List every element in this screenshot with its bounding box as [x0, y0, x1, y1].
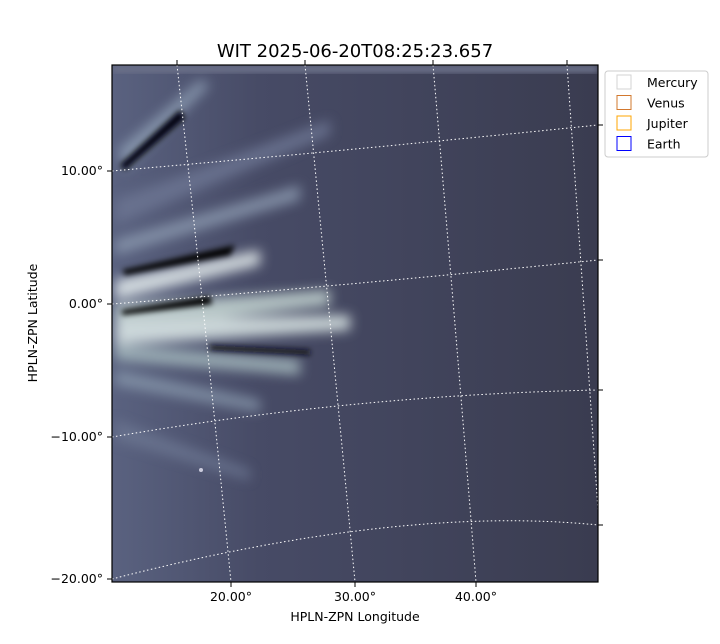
- coordinate-grid: [112, 65, 598, 582]
- tick-marks: [107, 60, 603, 587]
- legend-label: Venus: [647, 96, 685, 111]
- legend-swatch: [616, 95, 632, 110]
- x-tick-label: 40.00°: [455, 589, 497, 604]
- legend-label: Mercury: [647, 75, 698, 90]
- grid-lat-minus10: [112, 389, 598, 438]
- legend-label: Earth: [647, 137, 681, 152]
- legend-swatch: [616, 74, 632, 90]
- legend-label: Jupiter: [646, 116, 689, 131]
- grid-lat-0: [112, 259, 598, 305]
- x-tick-label: 30.00°: [334, 589, 376, 604]
- legend-swatch: [616, 136, 632, 151]
- x-tick-label: 20.00°: [210, 589, 252, 604]
- y-tick-label: −20.00°: [50, 571, 103, 586]
- y-tick-label: 0.00°: [69, 296, 103, 311]
- y-tick-label: 10.00°: [61, 163, 103, 178]
- y-tick-label: −10.00°: [50, 429, 103, 444]
- chart-title: WIT 2025-06-20T08:25:23.657: [217, 41, 493, 62]
- legend: Mercury Venus Jupiter Earth: [604, 70, 709, 158]
- solar-image: [112, 65, 598, 582]
- x-axis-label: HPLN-ZPN Longitude: [290, 609, 420, 624]
- grid-lon-4: [566, 65, 598, 511]
- grid-lat-10: [112, 124, 598, 172]
- y-axis-label: HPLN-ZPN Latitude: [25, 263, 40, 382]
- legend-swatch: [616, 115, 632, 131]
